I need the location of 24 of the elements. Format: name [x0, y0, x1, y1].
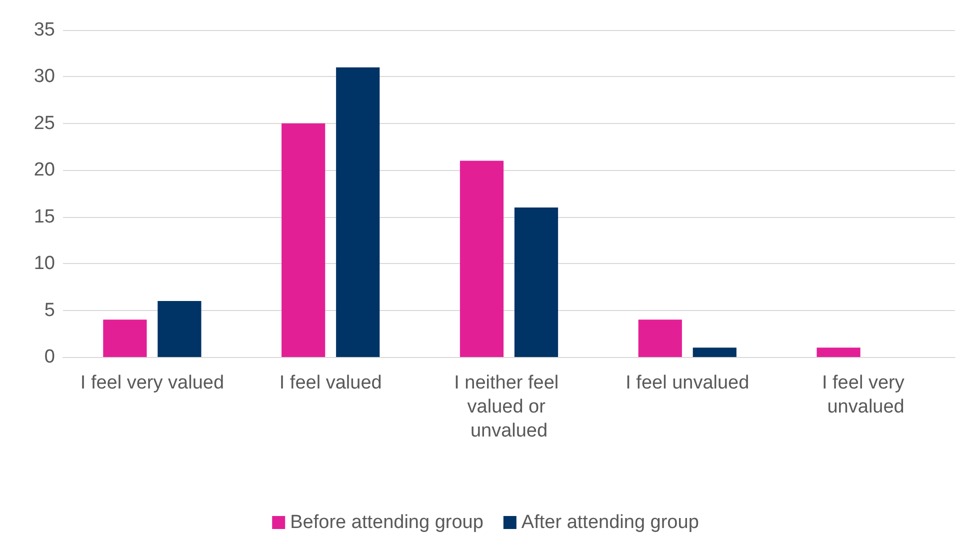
bar: [692, 348, 736, 357]
legend-label: After attending group: [521, 512, 699, 533]
bar: [336, 67, 380, 357]
y-tick-label: 20: [34, 160, 55, 181]
bar: [282, 123, 326, 357]
bar: [816, 348, 860, 357]
y-tick-label: 25: [34, 112, 55, 134]
y-tick-label: 5: [44, 300, 55, 321]
y-tick-label: 10: [34, 253, 55, 274]
y-tick-label: 15: [34, 206, 55, 228]
x-tick-label: I feel very unvalued: [822, 372, 910, 418]
bar: [638, 320, 682, 357]
bar: [158, 300, 202, 357]
x-tick-label: I neither feel valued or unvalued: [454, 372, 564, 442]
bar: [460, 160, 504, 357]
x-tick-label: I feel valued: [279, 372, 382, 394]
legend-label: Before attending group: [290, 512, 484, 533]
y-tick-label: 0: [44, 346, 55, 368]
y-tick-label: 35: [34, 20, 55, 40]
y-tick-label: 30: [34, 66, 55, 88]
x-tick-label: I feel very valued: [80, 372, 224, 394]
bar: [514, 208, 558, 357]
x-tick-label: I feel unvalued: [626, 372, 750, 394]
bar: [103, 320, 147, 357]
